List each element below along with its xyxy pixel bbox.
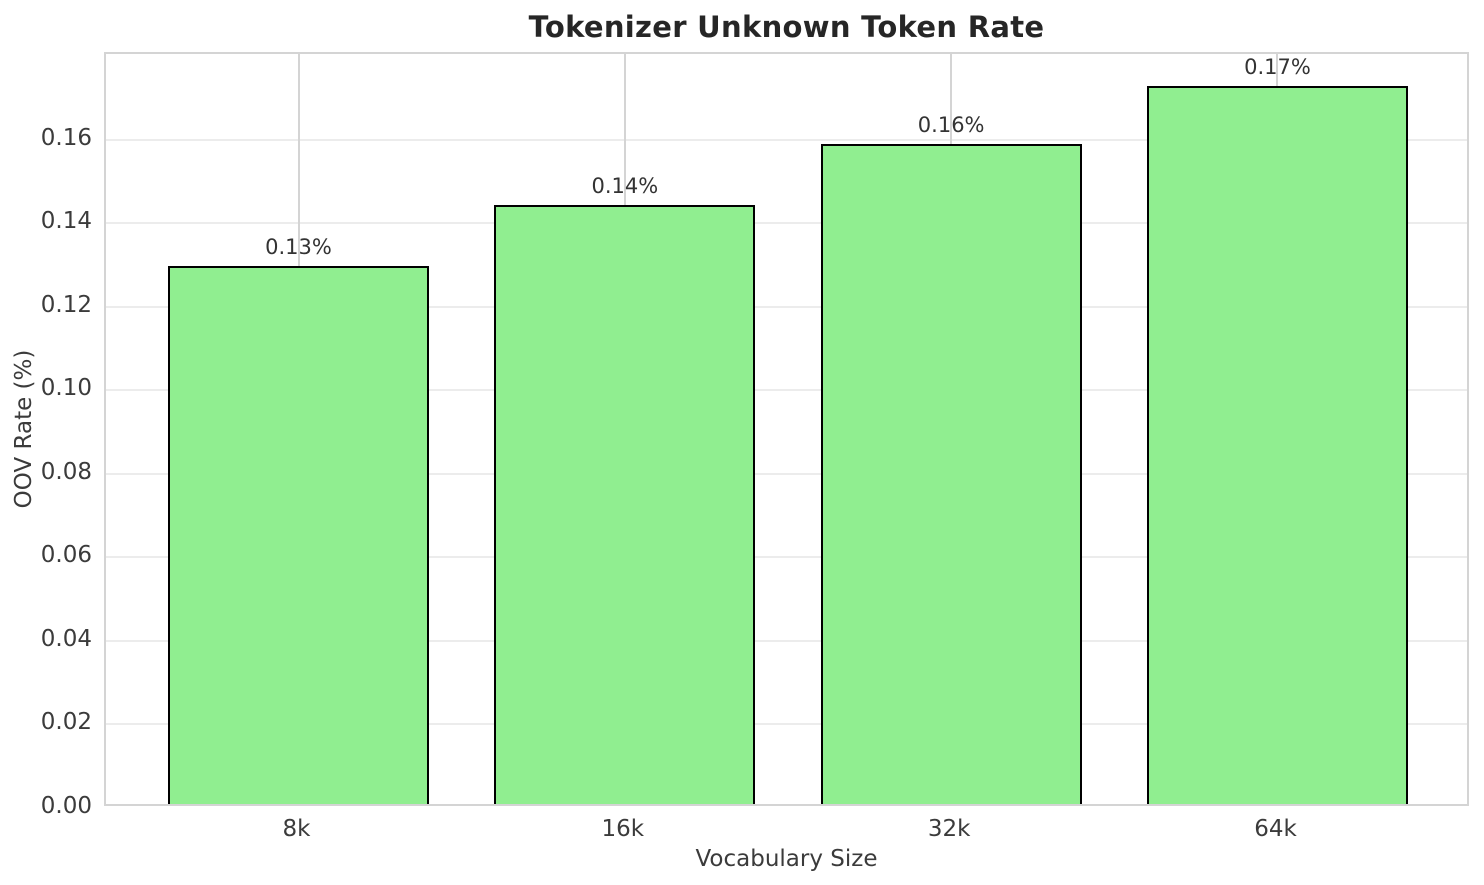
x-axis-label: Vocabulary Size [695,846,878,872]
y-gridline-0.06 [106,556,1467,559]
y-tick-label-0.06: 0.06 [40,542,92,569]
y-tick-label-0.14: 0.14 [40,208,92,235]
y-tick-label-0.16: 0.16 [40,124,92,151]
y-tick-label-0.02: 0.02 [40,709,92,736]
y-tick-label-0.08: 0.08 [40,458,92,485]
y-tick-label-0.04: 0.04 [40,625,92,652]
bar-value-label-64k: 0.17% [1244,55,1311,79]
x-tick-label-8k: 8k [282,816,311,842]
y-gridline-0.16 [106,138,1467,141]
bar-32k [820,144,1082,804]
y-tick-label-0.00: 0.00 [40,793,92,819]
x-tick-label-16k: 16k [601,816,645,842]
x-tick-label-64k: 64k [1254,816,1297,842]
y-gridline-0.14 [106,222,1467,225]
chart-title: Tokenizer Unknown Token Rate [528,10,1045,44]
x-tick-label-32k: 32k [927,816,971,842]
bar-16k [494,205,756,804]
y-gridline-0.10 [106,389,1467,392]
bar-value-label-32k: 0.16% [917,113,985,137]
bar-64k [1146,86,1408,804]
bar-8k [168,266,429,804]
y-gridline-0.12 [106,305,1467,308]
y-tick-label-0.10: 0.10 [40,375,92,402]
y-gridline-0.04 [106,639,1467,642]
y-gridline-0.02 [106,723,1467,726]
plot-area: 0.13% 0.14% 0.16% 0.17% [104,52,1469,806]
bar-value-label-8k: 0.13% [265,235,332,259]
y-tick-label-0.12: 0.12 [40,291,92,318]
y-gridline-0.08 [106,472,1467,475]
bar-value-label-16k: 0.14% [591,174,659,198]
